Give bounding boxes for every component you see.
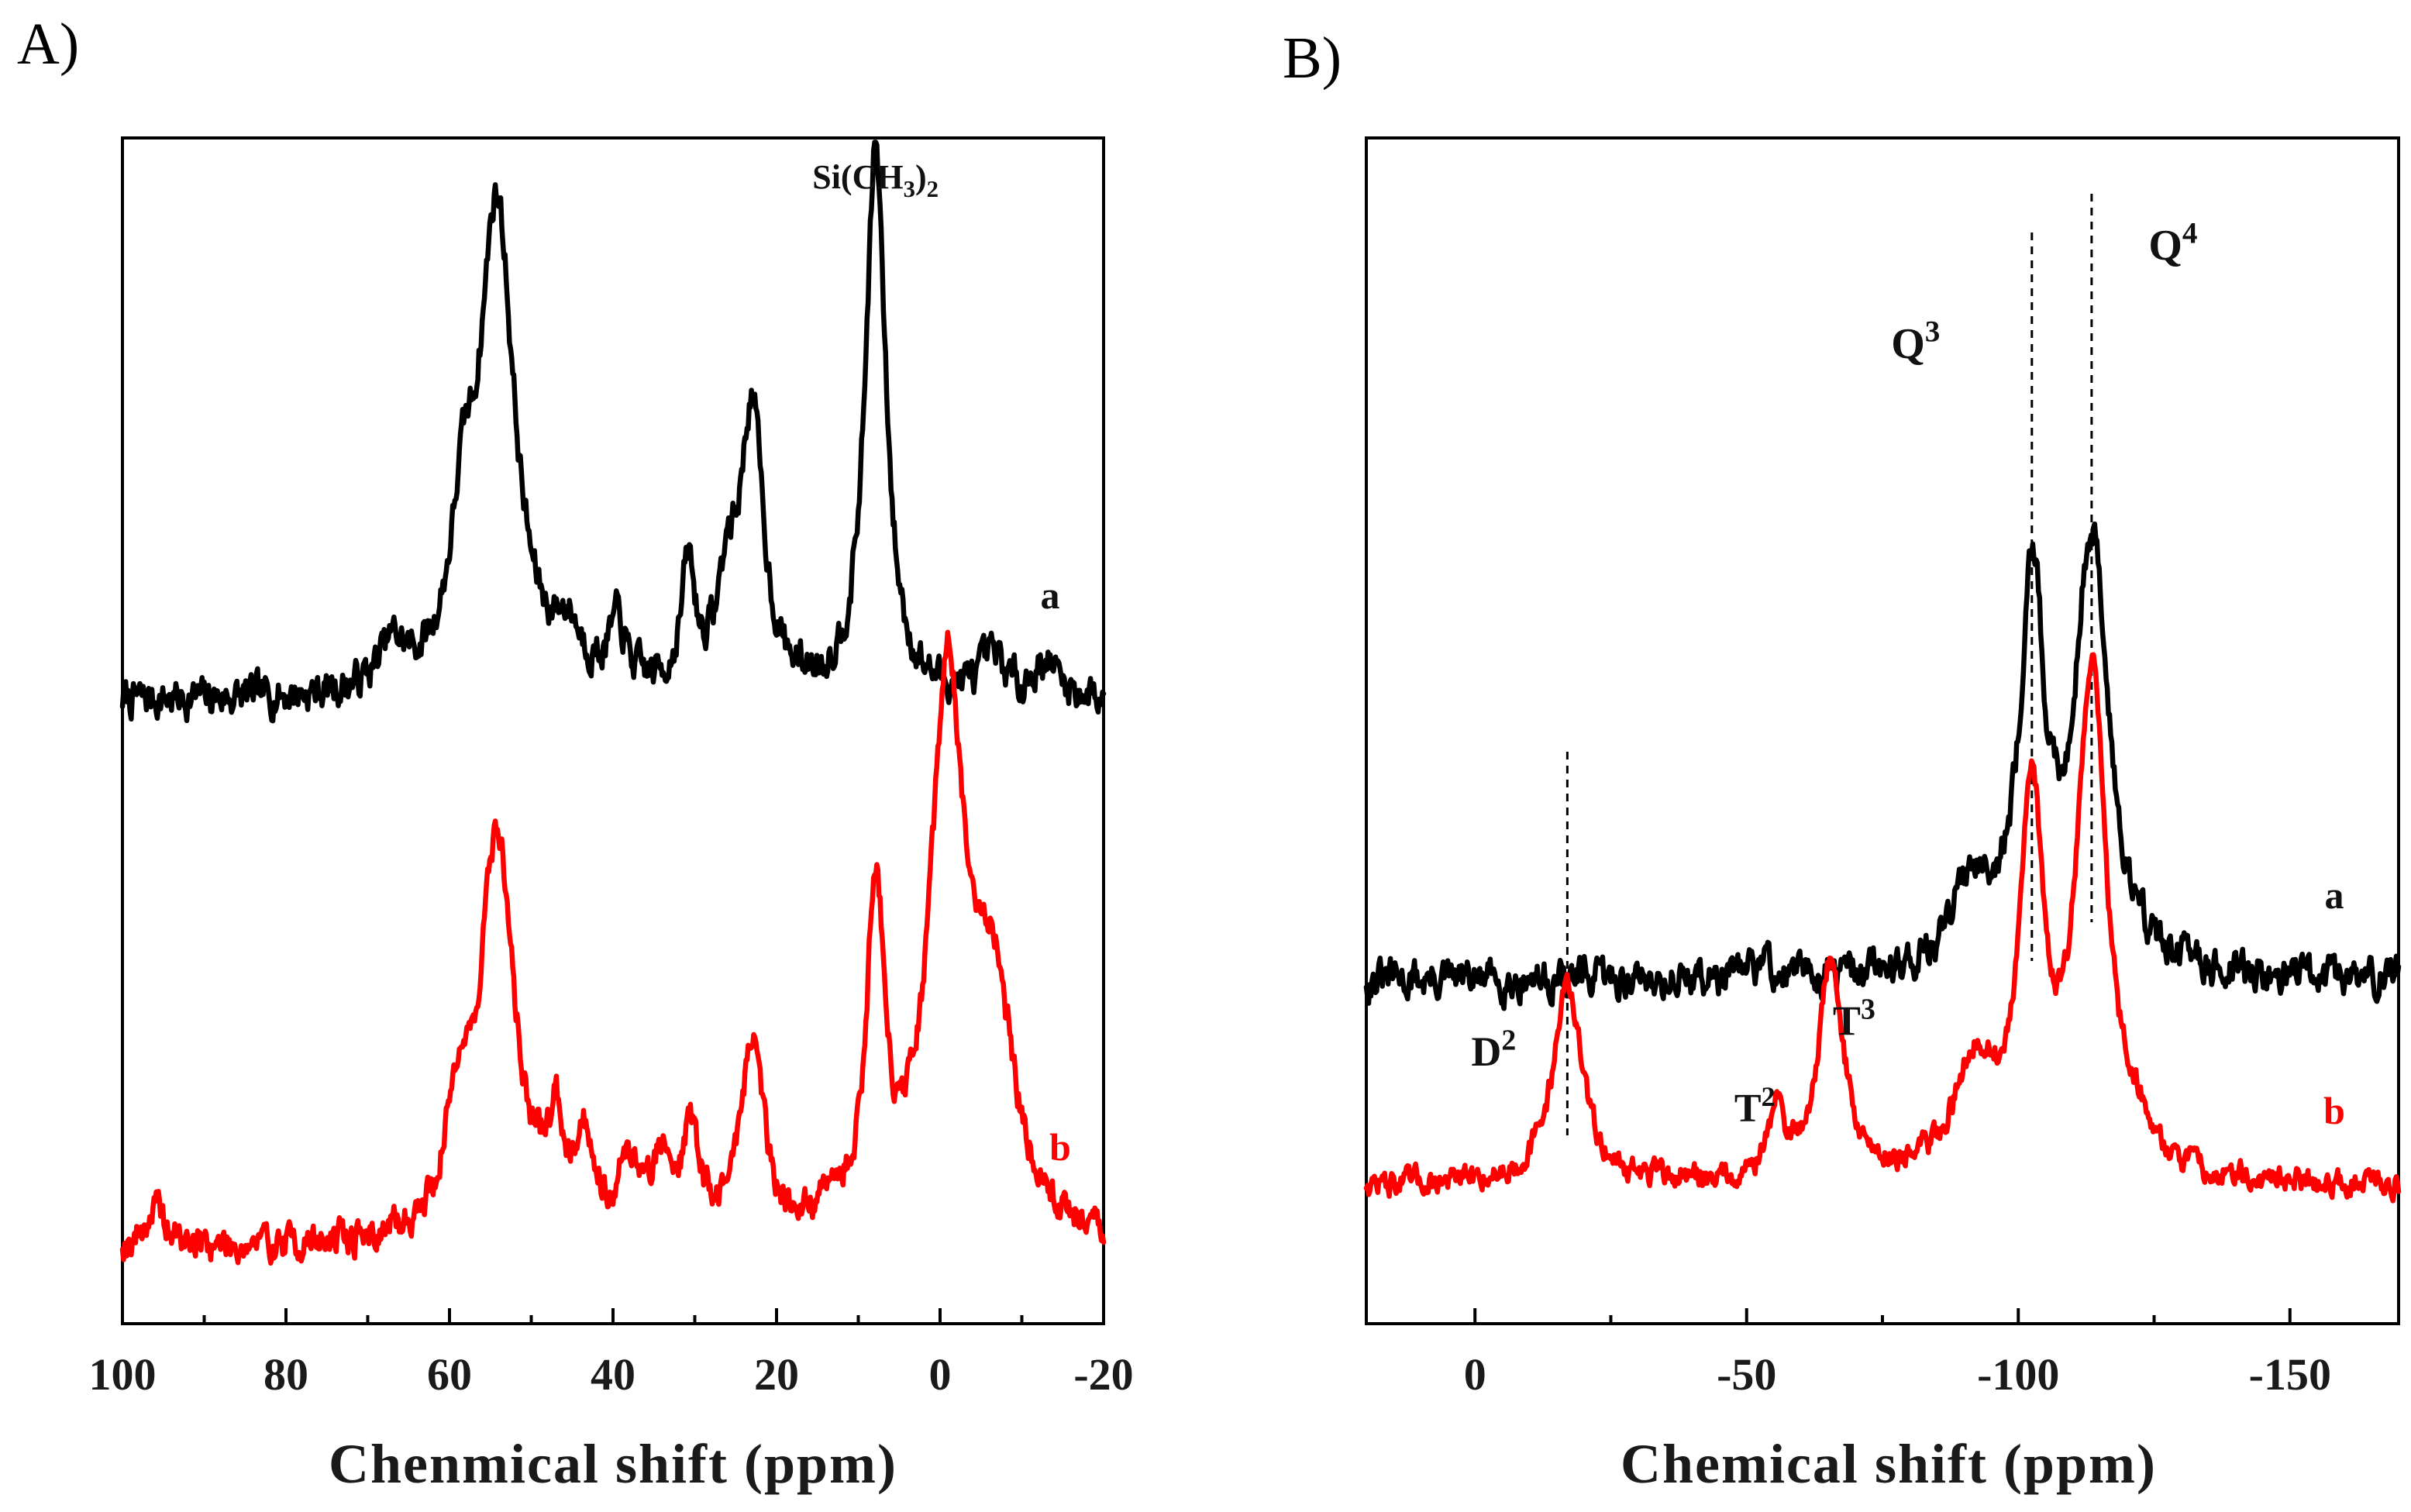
panel-b-x-axis-label: Chemical shift (ppm): [1621, 1433, 2157, 1495]
x-tick-label: 100: [89, 1349, 157, 1400]
x-tick-label: -50: [1717, 1349, 1776, 1400]
x-tick-label: 60: [427, 1349, 472, 1400]
panel-a-series: [119, 139, 1107, 1266]
peak-annotation: T3: [1833, 993, 1875, 1044]
panel-a-series-b-label: b: [1049, 1125, 1071, 1169]
x-tick-label: 20: [754, 1349, 799, 1400]
panel-b-series-b-label: b: [2323, 1089, 2345, 1132]
spectrum-line-a: [119, 139, 1107, 724]
panel-b-series-a-label: a: [2325, 873, 2344, 917]
panel-b: B) 0 -50 -100 -150 Q3 Q4 D2 T2 T3 a b Chemical …: [1283, 26, 2402, 1495]
x-tick-label: 0: [1464, 1349, 1486, 1400]
panel-b-plot-frame: [1365, 136, 2400, 1325]
panel-b-series: [1363, 521, 2402, 1204]
spectrum-line-b: [1363, 652, 2402, 1204]
peak-annotation: Q3: [1891, 315, 1940, 368]
peak-annotation: Q4: [2148, 217, 2197, 270]
x-tick-label: -150: [2249, 1349, 2331, 1400]
panel-a-annotations: Si(CH3)2: [812, 158, 939, 202]
spectrum-line-b: [119, 629, 1107, 1266]
peak-annotation: D2: [1471, 1024, 1516, 1075]
panel-b-guides: [1565, 194, 2093, 1135]
x-tick-label: -100: [1977, 1349, 2059, 1400]
panel-a-x-axis-label: Chenmical shift (ppm): [329, 1433, 897, 1495]
panel-a-letter: A): [17, 12, 79, 77]
x-tick-label: 40: [591, 1349, 635, 1400]
x-tick-label: -20: [1073, 1349, 1133, 1400]
x-tick-label: 0: [929, 1349, 952, 1400]
panel-b-annotations: Q3 Q4 D2 T2 T3: [1471, 217, 2197, 1131]
panel-b-letter: B): [1283, 26, 1342, 91]
panel-b-x-ticks: 0 -50 -100 -150: [1464, 1308, 2331, 1400]
x-tick-label: 80: [263, 1349, 308, 1400]
panel-a-x-ticks: 100 80 60 40 20 0 -20: [89, 1308, 1134, 1400]
peak-annotation: Si(CH3)2: [812, 158, 939, 202]
panel-a: A) 100 80 60 40 20 0 -20 Si(CH3)2 a b Chenmica…: [17, 12, 1134, 1495]
peak-annotation: T2: [1734, 1081, 1776, 1131]
spectrum-line-a: [1363, 521, 2402, 1011]
panel-a-series-a-label: a: [1041, 573, 1060, 617]
